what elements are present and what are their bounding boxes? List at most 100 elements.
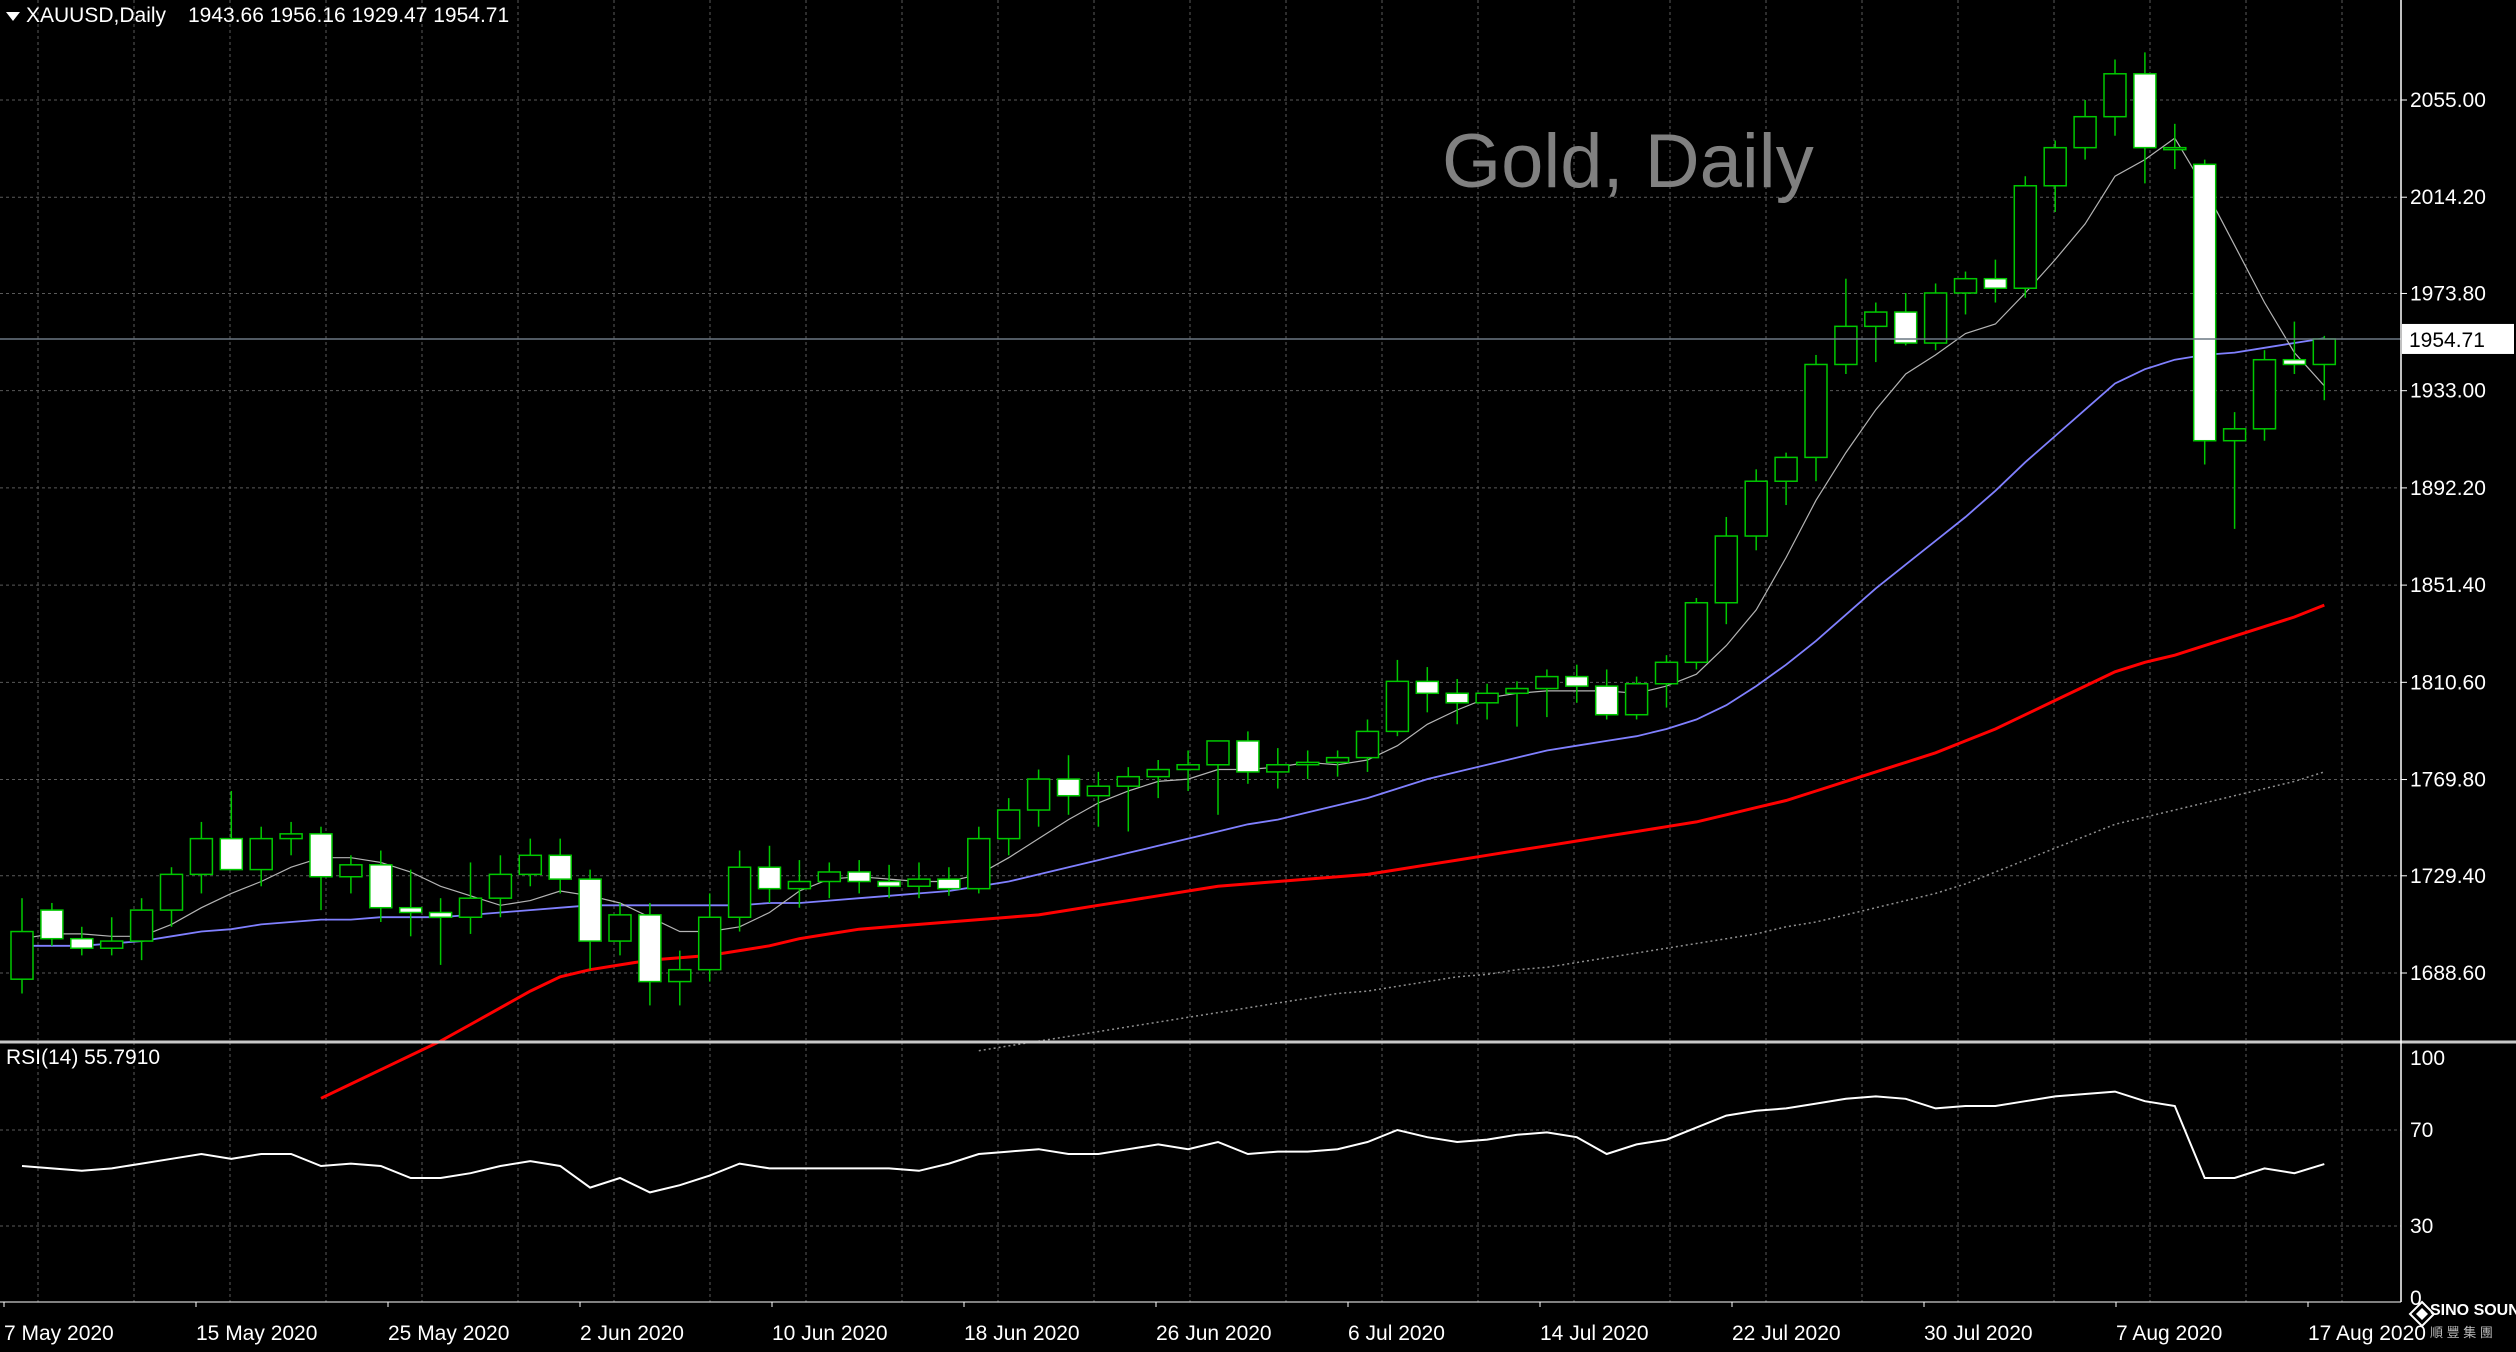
candle-body xyxy=(1774,456,1798,482)
price-grid xyxy=(0,0,2401,1302)
current-price-label: 1954.71 xyxy=(2409,329,2485,352)
candle-body xyxy=(967,837,991,890)
candle-body xyxy=(428,911,453,918)
candle xyxy=(1654,655,1679,708)
candle-body xyxy=(907,878,931,888)
candle xyxy=(638,902,662,1006)
candle-body xyxy=(787,880,812,890)
candle-body xyxy=(1355,730,1380,759)
candle-body xyxy=(1385,680,1410,733)
candle xyxy=(70,926,94,956)
candle xyxy=(1385,659,1410,737)
current-price: 1954.71 xyxy=(0,323,2514,354)
candle xyxy=(1146,759,1170,799)
candle-body xyxy=(548,854,572,880)
candle-body xyxy=(1086,785,1111,797)
candle xyxy=(159,867,184,927)
candle xyxy=(1864,302,1888,363)
candle xyxy=(10,898,34,994)
brand-subtitle: 順 豐 集 團 xyxy=(2430,1325,2493,1340)
candle xyxy=(1744,469,1768,551)
candle-body xyxy=(1864,311,1888,328)
candle xyxy=(727,850,752,932)
candle-body xyxy=(1714,535,1739,604)
date-tick-label: 6 Jul 2020 xyxy=(1348,1322,1445,1345)
candle-body xyxy=(1535,675,1559,690)
chart-menu-arrow-icon[interactable] xyxy=(6,12,20,21)
candle xyxy=(249,826,273,887)
candle-body xyxy=(1594,685,1619,716)
candle-body xyxy=(339,864,363,878)
candle xyxy=(1834,278,1858,375)
mid-ma-line xyxy=(22,337,2325,947)
candle-body xyxy=(1744,480,1768,537)
candle-body xyxy=(1684,601,1709,664)
candle xyxy=(1206,740,1230,815)
candle xyxy=(1475,683,1499,720)
candle xyxy=(1116,767,1141,832)
date-axis: 7 May 2020 15 May 2020 25 May 2020 2 Jun 20… xyxy=(0,1301,2426,1345)
candle-body xyxy=(249,837,273,871)
candle xyxy=(2073,100,2097,160)
price-tick-label: 2014.20 xyxy=(2410,186,2486,209)
price-tick-label: 1810.60 xyxy=(2410,671,2486,694)
candle-body xyxy=(458,897,483,918)
ma-fast-path xyxy=(21,137,2325,940)
candle xyxy=(578,869,602,970)
price-tick-label: 1851.40 xyxy=(2410,574,2486,597)
candle xyxy=(518,838,543,887)
date-tick-label: 2 Jun 2020 xyxy=(580,1322,684,1345)
candle-body xyxy=(99,940,124,949)
candle-body xyxy=(2103,73,2127,118)
candle-body xyxy=(70,937,94,949)
date-tick-label: 7 May 2020 xyxy=(4,1322,114,1345)
price-tick-label: 1769.80 xyxy=(2410,769,2486,792)
candle xyxy=(1983,259,2008,303)
candle-body xyxy=(518,854,543,876)
candle-body xyxy=(2222,428,2247,442)
ma-slow-path xyxy=(320,603,2325,1100)
candle xyxy=(1953,271,1978,315)
candle xyxy=(1535,669,1559,718)
candle xyxy=(1295,750,1320,780)
candle xyxy=(99,917,124,956)
candle-body xyxy=(1804,363,1828,459)
candle-body xyxy=(578,878,602,942)
long-ma-line xyxy=(978,771,2325,1052)
candle-body xyxy=(1565,675,1589,687)
rsi-level-label: 30 xyxy=(2410,1215,2433,1238)
candle-body xyxy=(2312,338,2337,366)
candle-body xyxy=(1236,740,1260,773)
price-tick-label: 2055.00 xyxy=(2410,89,2486,112)
candle xyxy=(339,855,363,894)
candle xyxy=(2252,350,2277,441)
price-tick-label: 1973.80 xyxy=(2410,282,2486,305)
candle-body xyxy=(1445,692,1469,704)
candle xyxy=(279,821,303,856)
candle-body xyxy=(1505,687,1529,695)
candle xyxy=(458,862,483,934)
price-tick-label: 1892.20 xyxy=(2410,477,2486,500)
date-tick-label: 10 Jun 2020 xyxy=(772,1322,888,1345)
rsi-level-label: 0 xyxy=(2410,1287,2422,1310)
candle xyxy=(1893,292,1918,346)
rsi-line xyxy=(21,1090,2325,1194)
candle-body xyxy=(159,873,184,911)
candle-body xyxy=(1295,761,1320,766)
candle xyxy=(309,826,333,911)
candle-body xyxy=(1176,764,1200,771)
candle-body xyxy=(937,878,961,890)
candle xyxy=(1505,681,1529,727)
candle xyxy=(1624,676,1649,720)
candle xyxy=(2282,321,2307,375)
candle xyxy=(1445,678,1469,725)
price-tick-label: 1933.00 xyxy=(2410,380,2486,403)
candle xyxy=(1355,719,1380,772)
date-tick-label: 17 Aug 2020 xyxy=(2308,1322,2426,1345)
candle xyxy=(219,790,244,871)
candle-body xyxy=(1116,775,1141,787)
candle xyxy=(1714,516,1739,625)
candle-body xyxy=(1923,292,1948,344)
candle-body xyxy=(1325,756,1350,764)
